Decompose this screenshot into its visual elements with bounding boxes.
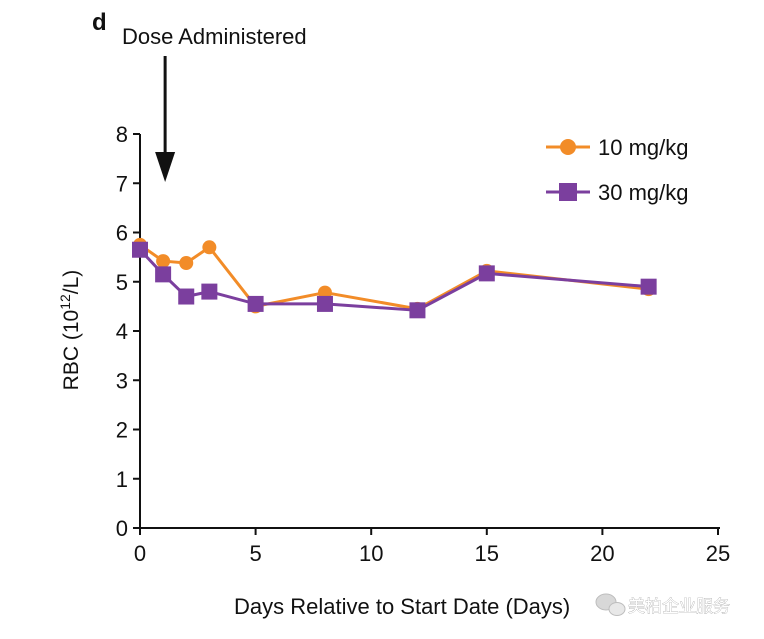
legend-item: 10 mg/kg: [546, 135, 689, 160]
dose-arrow-head: [155, 152, 176, 182]
legend: 10 mg/kg 30 mg/kg: [546, 135, 689, 205]
y-axis-label-main: RBC (10: [60, 310, 83, 391]
y-tick-label: 1: [116, 467, 128, 492]
watermark-text: 美柏企业服务: [628, 597, 730, 617]
y-tick-label: 8: [116, 122, 128, 147]
data-point: [178, 288, 195, 305]
panel-label: d: [92, 9, 107, 36]
data-point: [202, 240, 217, 255]
series-layer: [132, 237, 657, 319]
data-point: [156, 254, 171, 269]
series-1: [133, 237, 656, 316]
legend-label: 10 mg/kg: [598, 135, 689, 160]
data-point: [179, 256, 194, 271]
data-point: [478, 265, 495, 282]
data-point: [409, 302, 426, 319]
x-axis-label: Days Relative to Start Date (Days): [234, 594, 570, 619]
series-line: [138, 248, 649, 312]
watermark: 美柏企业服务: [595, 593, 730, 617]
legend-marker: [560, 139, 576, 155]
y-tick-label: 2: [116, 418, 128, 443]
y-tick-label: 3: [116, 368, 128, 393]
y-axis-label-tail: /L): [60, 270, 83, 295]
legend-label: 30 mg/kg: [598, 180, 689, 205]
x-tick-label: 5: [249, 541, 261, 566]
x-tick-label: 20: [590, 541, 614, 566]
data-point: [640, 278, 657, 295]
dose-annotation-label: Dose Administered: [122, 24, 307, 49]
y-axis-label-superscript: 12: [57, 294, 73, 310]
y-tick-label: 6: [116, 221, 128, 246]
axes: 0 1 2 3 4 5 6 7 8 0 5 10 15 20 25: [116, 122, 730, 566]
x-tick-label: 0: [134, 541, 146, 566]
dose-arrow-icon: [155, 56, 176, 182]
y-tick-label: 7: [116, 171, 128, 196]
y-tick-label: 0: [116, 516, 128, 541]
data-point: [201, 283, 218, 300]
series-2: [132, 241, 657, 319]
legend-item: 30 mg/kg: [546, 180, 689, 205]
data-point: [132, 241, 148, 258]
x-tick-label: 10: [359, 541, 383, 566]
x-tick-label: 25: [706, 541, 730, 566]
wechat-logo-icon: [595, 593, 626, 616]
data-point: [316, 295, 333, 312]
legend-marker: [559, 183, 577, 201]
data-point: [247, 295, 264, 312]
y-axis-label: RBC (1012/L): [57, 270, 83, 391]
y-tick-label: 5: [116, 270, 128, 295]
x-tick-label: 15: [475, 541, 499, 566]
data-point: [155, 266, 172, 283]
y-tick-label: 4: [116, 319, 128, 344]
